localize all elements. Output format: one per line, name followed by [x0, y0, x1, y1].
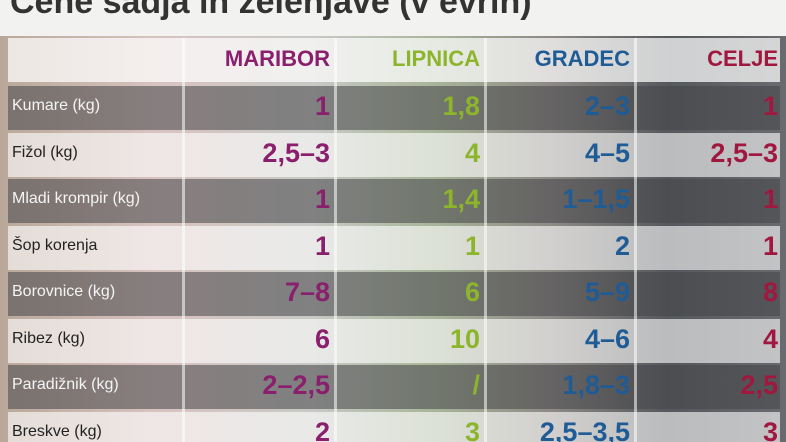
price: 6 [464, 277, 480, 307]
row-label: Kumare (kg) [12, 97, 101, 114]
price: 1–1,5 [562, 184, 630, 214]
column-header: MARIBOR [224, 46, 330, 71]
title: Cene sadja in zelenjave (v evrih) [10, 0, 532, 21]
price: 3 [762, 416, 778, 442]
row-band [8, 365, 780, 409]
price: 7–8 [284, 277, 330, 307]
price: 6 [314, 323, 330, 354]
price: 2,5 [740, 370, 778, 400]
column-separator [634, 38, 637, 442]
row-label: Borovnice (kg) [12, 283, 116, 300]
price: 1,4 [442, 184, 480, 214]
price: 2,5–3 [262, 137, 330, 168]
price: 2,5–3,5 [539, 416, 630, 442]
price: 2–3 [584, 91, 630, 121]
row-band [8, 411, 780, 442]
row-label: Šop korenja [12, 236, 98, 254]
price: 4 [464, 137, 480, 168]
price: 5–9 [584, 277, 630, 307]
price: 4–5 [584, 137, 630, 168]
row-label: Paradižnik (kg) [12, 376, 119, 393]
price: / [472, 370, 480, 400]
row-label: Breskve (kg) [12, 422, 102, 440]
row-band [8, 318, 780, 363]
row-band [8, 86, 780, 130]
price: 1 [314, 230, 330, 261]
price: 4–6 [584, 323, 630, 354]
price: 1 [762, 91, 778, 121]
price: 2 [314, 416, 330, 442]
row-band [8, 272, 780, 316]
price: 8 [762, 277, 778, 307]
price: 1 [314, 184, 330, 214]
column-separator [334, 38, 337, 442]
row-label: Ribez (kg) [12, 329, 85, 347]
price: 1 [314, 91, 330, 121]
price: 10 [449, 323, 480, 354]
column-header: GRADEC [534, 46, 630, 71]
row-label: Fižol (kg) [12, 143, 78, 161]
column-header: LIPNICA [392, 46, 480, 71]
column-header: CELJE [707, 46, 778, 71]
row-band [8, 132, 780, 177]
row-band [8, 179, 780, 223]
row-label: Mladi krompir (kg) [12, 190, 141, 207]
price: 1 [464, 230, 480, 261]
column-separator [182, 38, 185, 442]
price: 1,8 [442, 91, 480, 121]
title-background [0, 0, 786, 36]
price: 1 [762, 230, 778, 261]
price: 1 [762, 184, 778, 214]
column-separator [484, 38, 487, 442]
row-band [8, 225, 780, 270]
price: 2 [614, 230, 630, 261]
price: 4 [762, 323, 778, 354]
price: 3 [464, 416, 480, 442]
header-band [8, 38, 780, 82]
price: 2,5–3 [710, 137, 778, 168]
price: 1,8–3 [562, 370, 630, 400]
price: 2–2,5 [262, 370, 330, 400]
